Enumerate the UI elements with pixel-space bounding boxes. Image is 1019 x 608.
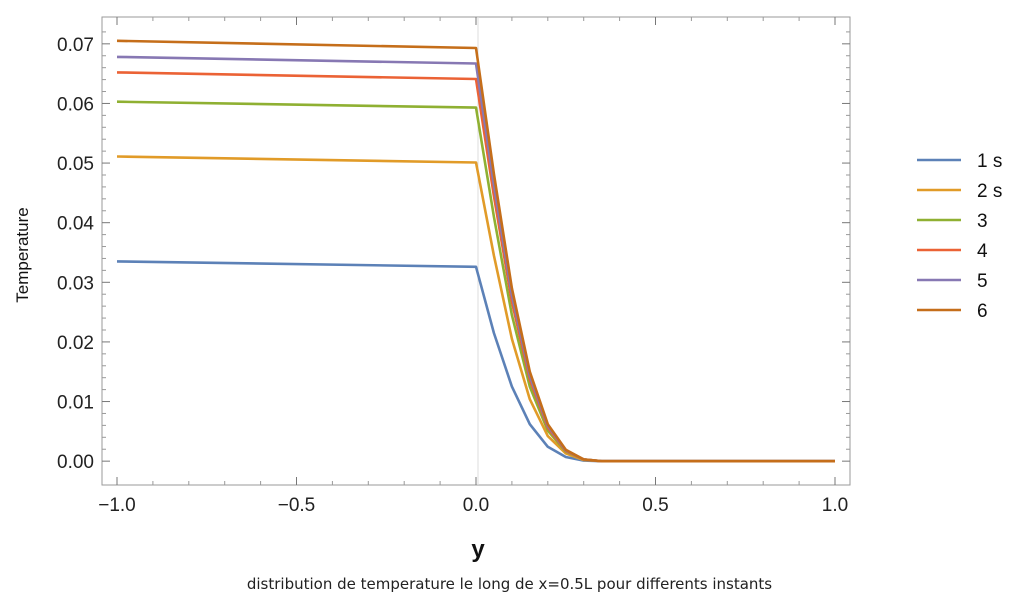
legend-label-4: 4 <box>977 241 988 262</box>
y-tick-label: 0.00 <box>57 452 94 473</box>
y-tick-label: 0.03 <box>57 273 94 294</box>
series-line-3 <box>116 100 835 463</box>
x-axis-title: y <box>471 536 485 563</box>
x-tick-label: 1.0 <box>822 495 848 516</box>
legend-label-3: 3 <box>977 211 988 232</box>
legend-label-5: 5 <box>977 271 988 292</box>
legend-label-2: 2 s <box>977 181 1002 202</box>
legend-label-6: 6 <box>977 301 988 322</box>
y-tick-label: 0.01 <box>57 393 94 414</box>
y-tick-label: 0.06 <box>57 94 94 115</box>
y-tick-label: 0.02 <box>57 333 94 354</box>
y-tick-label: 0.07 <box>57 35 94 56</box>
series-line-2 <box>116 155 835 463</box>
y-tick-label: 0.05 <box>57 154 94 175</box>
series-layer <box>116 39 835 463</box>
chart-caption: distribution de temperature le long de x… <box>246 575 773 593</box>
x-tick-label: −1.0 <box>98 495 136 516</box>
ticks-layer: −1.0 −0.5 0.0 0.5 1.0 0.00 0.01 0.02 0.03 0.04 0.0… <box>57 17 850 516</box>
series-line-6 <box>116 39 835 463</box>
x-tick-label: 0.5 <box>642 495 668 516</box>
series-line-5 <box>116 55 835 463</box>
x-tick-label: 0.0 <box>463 495 489 516</box>
y-tick-label: 0.04 <box>57 214 94 235</box>
legend: 1 s 2 s 3 4 5 6 <box>917 151 1002 322</box>
legend-label-1: 1 s <box>977 151 1002 172</box>
x-tick-label: −0.5 <box>278 495 316 516</box>
y-axis-title: Temperature <box>13 207 32 302</box>
series-line-1 <box>116 260 835 463</box>
